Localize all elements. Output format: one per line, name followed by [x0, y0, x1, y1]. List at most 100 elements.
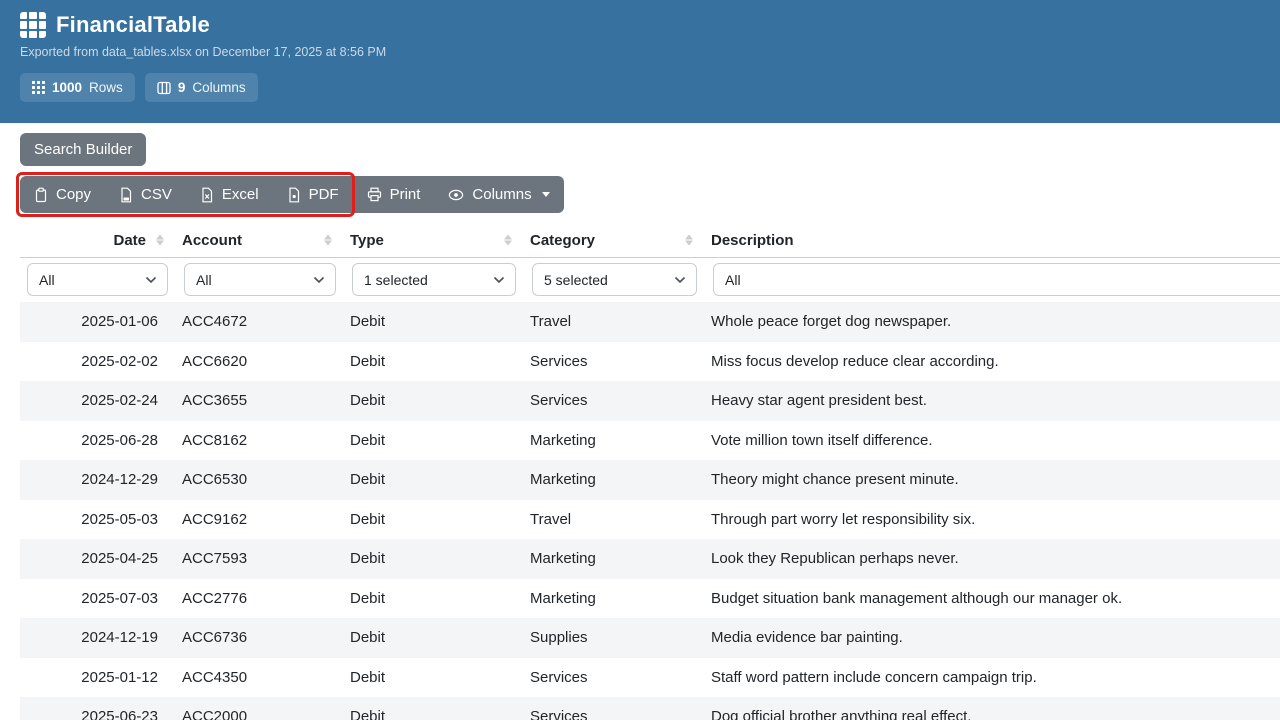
print-label: Print [389, 186, 421, 203]
table-row: 2025-06-23 ACC2000 Debit Services Dog of… [20, 697, 1280, 720]
cell-category: Services [530, 708, 588, 720]
columns-visibility-button[interactable]: Columns [434, 176, 563, 213]
eye-icon [448, 189, 464, 201]
column-header-date[interactable]: Date [20, 223, 170, 258]
cell-description: Through part worry let responsibility si… [711, 510, 976, 528]
cell-description: Staff word pattern include concern campa… [711, 668, 1037, 686]
table-row: 2025-05-03 ACC9162 Debit Travel Through … [20, 500, 1280, 540]
cell-type: Debit [350, 431, 386, 449]
cell-type: Debit [350, 668, 386, 686]
date-filter-value: All [39, 271, 55, 288]
rows-count-badge: 1000 Rows [20, 73, 135, 102]
cell-account: ACC6736 [182, 629, 248, 647]
cell-type: Debit [350, 352, 386, 370]
export-subtitle: Exported from data_tables.xlsx on Decemb… [20, 45, 387, 59]
category-filter-value: 5 selected [544, 271, 608, 288]
table-icon [20, 12, 46, 38]
filter-row: All All 1 selected 5 selected [20, 258, 1280, 303]
table-row: 2025-04-25 ACC7593 Debit Marketing Look … [20, 539, 1280, 579]
grid-icon [32, 81, 45, 94]
export-button-group: Copy CSV Excel [16, 172, 564, 217]
category-filter-select[interactable]: 5 selected [532, 263, 697, 296]
cell-date: 2025-05-03 [81, 510, 158, 528]
cell-account: ACC4350 [182, 668, 248, 686]
cell-category: Travel [530, 313, 572, 331]
column-header-type[interactable]: Type [338, 223, 518, 258]
cell-date: 2025-06-23 [81, 708, 158, 720]
cell-category: Marketing [530, 589, 596, 607]
pdf-label: PDF [308, 186, 339, 203]
cell-date: 2025-07-03 [81, 589, 158, 607]
table-row: 2025-01-06 ACC4672 Debit Travel Whole pe… [20, 302, 1280, 342]
type-filter-value: 1 selected [364, 271, 428, 288]
cell-date: 2025-01-06 [81, 313, 158, 331]
cell-date: 2025-02-24 [81, 392, 158, 410]
rows-count-value: 1000 [52, 80, 83, 95]
annotation-highlight: Copy CSV Excel [16, 172, 355, 217]
cell-description: Vote million town itself difference. [711, 431, 933, 449]
description-header-label: Description [711, 232, 794, 249]
type-header-label: Type [350, 232, 384, 249]
cell-category: Services [530, 668, 588, 686]
excel-button[interactable]: Excel [186, 176, 273, 213]
cell-type: Debit [350, 313, 386, 331]
table-row: 2025-06-28 ACC8162 Debit Marketing Vote … [20, 421, 1280, 461]
table-row: 2025-02-02 ACC6620 Debit Services Miss f… [20, 342, 1280, 382]
clipboard-icon [34, 187, 48, 203]
table-row: 2024-12-29 ACC6530 Debit Marketing Theor… [20, 460, 1280, 500]
table-row: 2025-02-24 ACC3655 Debit Services Heavy … [20, 381, 1280, 421]
cell-date: 2025-01-12 [81, 668, 158, 686]
column-header-description[interactable]: Description [699, 223, 1280, 258]
table-row: 2025-07-03 ACC2776 Debit Marketing Budge… [20, 579, 1280, 619]
account-header-label: Account [182, 232, 242, 249]
excel-label: Excel [221, 186, 259, 203]
date-filter-select[interactable]: All [27, 263, 168, 296]
cell-category: Marketing [530, 550, 596, 568]
column-header-account[interactable]: Account [170, 223, 338, 258]
cell-description: Look they Republican perhaps never. [711, 550, 959, 568]
file-pdf-icon [287, 187, 301, 203]
cell-type: Debit [350, 510, 386, 528]
category-header-label: Category [530, 232, 596, 249]
account-filter-select[interactable]: All [184, 263, 336, 296]
cell-type: Debit [350, 471, 386, 489]
cell-date: 2025-04-25 [81, 550, 158, 568]
chevron-down-icon [674, 276, 686, 283]
cell-account: ACC2776 [182, 589, 248, 607]
copy-label: Copy [56, 186, 92, 203]
cell-description: Media evidence bar painting. [711, 629, 903, 647]
sort-icon [685, 234, 693, 246]
page-title: FinancialTable [56, 12, 210, 37]
pdf-button[interactable]: PDF [273, 176, 353, 213]
table-row: 2024-12-19 ACC6736 Debit Supplies Media … [20, 618, 1280, 658]
file-excel-icon [200, 187, 214, 203]
type-filter-select[interactable]: 1 selected [352, 263, 516, 296]
column-header-category[interactable]: Category [518, 223, 699, 258]
cell-account: ACC6620 [182, 352, 248, 370]
csv-button[interactable]: CSV [105, 176, 186, 213]
chevron-down-icon [313, 276, 325, 283]
cell-account: ACC4672 [182, 313, 248, 331]
columns-icon [157, 81, 171, 95]
account-filter-value: All [196, 271, 212, 288]
description-filter-select[interactable]: All [713, 263, 1280, 296]
cell-date: 2025-06-28 [81, 431, 158, 449]
cell-category: Supplies [530, 629, 588, 647]
chevron-down-icon [493, 276, 505, 283]
cell-description: Budget situation bank management althoug… [711, 589, 1123, 607]
cell-type: Debit [350, 708, 386, 720]
cell-description: Whole peace forget dog newspaper. [711, 313, 952, 331]
sort-icon [156, 234, 164, 246]
print-button[interactable]: Print [353, 176, 435, 213]
columns-count-label: Columns [192, 80, 246, 95]
cell-type: Debit [350, 589, 386, 607]
cell-account: ACC3655 [182, 392, 248, 410]
copy-button[interactable]: Copy [20, 176, 105, 213]
columns-button-label: Columns [472, 186, 532, 203]
search-builder-button[interactable]: Search Builder [20, 133, 147, 166]
page-header: FinancialTable Exported from data_tables… [0, 0, 1280, 123]
cell-type: Debit [350, 392, 386, 410]
sort-icon [324, 234, 332, 246]
columns-count-value: 9 [177, 80, 186, 95]
description-filter-value: All [725, 271, 741, 288]
